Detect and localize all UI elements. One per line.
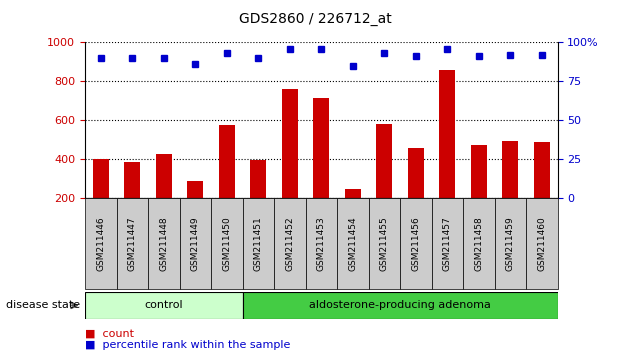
FancyBboxPatch shape	[211, 198, 243, 289]
FancyBboxPatch shape	[337, 198, 369, 289]
FancyBboxPatch shape	[306, 198, 337, 289]
FancyBboxPatch shape	[148, 198, 180, 289]
Text: GSM211455: GSM211455	[380, 216, 389, 271]
Bar	[534, 142, 549, 237]
Text: GSM211456: GSM211456	[411, 216, 420, 271]
Text: ■  percentile rank within the sample: ■ percentile rank within the sample	[85, 340, 290, 350]
Text: GSM211447: GSM211447	[128, 216, 137, 271]
Text: aldosterone-producing adenoma: aldosterone-producing adenoma	[309, 300, 491, 310]
FancyBboxPatch shape	[243, 292, 558, 319]
Bar	[93, 159, 109, 237]
Text: control: control	[144, 300, 183, 310]
Text: ■  count: ■ count	[85, 329, 134, 338]
Bar	[471, 145, 486, 237]
FancyBboxPatch shape	[526, 198, 558, 289]
Text: GSM211458: GSM211458	[474, 216, 483, 271]
Text: GSM211449: GSM211449	[191, 216, 200, 271]
Text: GSM211457: GSM211457	[443, 216, 452, 271]
Text: GSM211446: GSM211446	[96, 216, 105, 271]
FancyBboxPatch shape	[463, 198, 495, 289]
Bar	[502, 141, 518, 237]
Text: GSM211448: GSM211448	[159, 216, 168, 271]
Bar	[439, 70, 455, 237]
Bar	[408, 148, 423, 237]
Text: GDS2860 / 226712_at: GDS2860 / 226712_at	[239, 12, 391, 27]
Bar	[345, 189, 360, 237]
Bar	[156, 154, 171, 237]
FancyBboxPatch shape	[117, 198, 148, 289]
Bar	[188, 181, 203, 237]
Text: GSM211452: GSM211452	[285, 216, 294, 271]
Text: disease state: disease state	[6, 300, 81, 310]
Bar	[313, 98, 329, 237]
FancyBboxPatch shape	[400, 198, 432, 289]
FancyBboxPatch shape	[85, 198, 117, 289]
Text: GSM211450: GSM211450	[222, 216, 231, 271]
FancyBboxPatch shape	[180, 198, 211, 289]
FancyBboxPatch shape	[369, 198, 400, 289]
Bar	[125, 162, 140, 237]
Text: GSM211460: GSM211460	[537, 216, 546, 271]
Text: GSM211459: GSM211459	[506, 216, 515, 271]
Bar	[250, 160, 266, 237]
Bar	[219, 125, 234, 237]
FancyBboxPatch shape	[243, 198, 274, 289]
Bar	[282, 89, 297, 237]
FancyBboxPatch shape	[495, 198, 526, 289]
FancyBboxPatch shape	[85, 292, 243, 319]
Text: GSM211451: GSM211451	[254, 216, 263, 271]
Text: GSM211454: GSM211454	[348, 216, 357, 271]
Bar	[376, 124, 392, 237]
FancyBboxPatch shape	[432, 198, 463, 289]
FancyBboxPatch shape	[274, 198, 306, 289]
Text: GSM211453: GSM211453	[317, 216, 326, 271]
